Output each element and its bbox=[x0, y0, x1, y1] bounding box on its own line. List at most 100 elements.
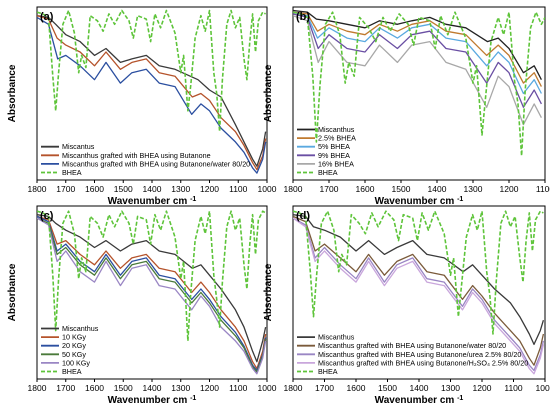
legend-label: 20 KGy bbox=[62, 341, 86, 350]
panel-label: (c) bbox=[40, 210, 54, 222]
x-tick-label: 1800 bbox=[28, 383, 47, 393]
x-tick-label: 1100 bbox=[229, 383, 248, 393]
x-tick-label: 1700 bbox=[320, 184, 339, 194]
legend-label: 100 KGy bbox=[62, 358, 90, 367]
x-tick-label: 1300 bbox=[171, 383, 190, 393]
x-tick-label: 1100 bbox=[536, 184, 550, 194]
series-group bbox=[293, 210, 545, 375]
x-tick-label: 1300 bbox=[171, 184, 190, 194]
series-line-3 bbox=[293, 217, 545, 372]
legend-label: Miscanthus grafted with BHEA using Butan… bbox=[318, 350, 521, 359]
x-axis-label: Wavenumber cm -1 bbox=[108, 395, 197, 407]
x-tick-label: 1700 bbox=[56, 184, 75, 194]
panel-label: (a) bbox=[40, 11, 54, 23]
x-tick-label: 1000 bbox=[536, 383, 550, 393]
legend-label: BHEA bbox=[62, 168, 82, 177]
panel-label: (b) bbox=[296, 11, 310, 23]
series-line-5 bbox=[37, 217, 267, 375]
series-line-3 bbox=[293, 11, 542, 95]
series-group bbox=[293, 9, 545, 157]
series-group bbox=[37, 210, 267, 375]
x-tick-label: 1600 bbox=[347, 383, 366, 393]
x-tick-label: 1400 bbox=[428, 184, 447, 194]
series-line-1 bbox=[293, 214, 545, 346]
x-tick-label: 1400 bbox=[143, 383, 162, 393]
series-line-3 bbox=[37, 16, 267, 174]
panel-a: 1800 1700 1600 1500 1400 1300 1200 1100 1000 Wave… bbox=[7, 6, 277, 208]
legend-label: Miscanthus grafted with BHEA using Butan… bbox=[318, 358, 528, 367]
x-tick-label: 1500 bbox=[114, 184, 133, 194]
x-tick-label: 1600 bbox=[85, 184, 104, 194]
y-axis-label: Absorbance bbox=[263, 263, 274, 321]
x-tick-label: 1800 bbox=[28, 184, 47, 194]
legend-label: BHEA bbox=[318, 367, 338, 376]
x-tick-label: 1800 bbox=[284, 184, 303, 194]
x-axis-label: Wavenumber cm -1 bbox=[108, 196, 197, 208]
legend-label: BHEA bbox=[62, 367, 82, 376]
x-axis-label: Wavenumber cm -1 bbox=[375, 395, 464, 407]
panel-label: (d) bbox=[296, 210, 310, 222]
series-line-2 bbox=[293, 11, 542, 87]
x-tick-label: 1100 bbox=[504, 383, 523, 393]
panel-d: 1800 1700 1600 1500 1400 1300 1200 1100 1000 Wave… bbox=[263, 205, 550, 407]
series-line-5 bbox=[293, 210, 544, 335]
x-tick-label: 1200 bbox=[200, 184, 219, 194]
x-tick-label: 1500 bbox=[392, 184, 411, 194]
legend-label: Miscanthus grafted with BHEA using Butan… bbox=[318, 341, 506, 350]
x-tick-label: 1700 bbox=[315, 383, 334, 393]
x-tick-label: 1100 bbox=[229, 184, 248, 194]
legend-label: Miscanthus grafted with BHEA using Butan… bbox=[62, 151, 211, 160]
legend-label: 10 KGy bbox=[62, 333, 86, 342]
x-tick-label: 1200 bbox=[200, 383, 219, 393]
series-line-1 bbox=[37, 214, 267, 363]
legend-label: 9% BHEA bbox=[318, 151, 350, 160]
series-line-2 bbox=[293, 215, 545, 366]
series-line-1 bbox=[293, 9, 542, 80]
series-group bbox=[37, 9, 267, 174]
series-line-3 bbox=[37, 215, 267, 372]
x-tick-label: 1500 bbox=[378, 383, 397, 393]
legend-label: Miscanthus bbox=[62, 324, 99, 333]
x-tick-label: 1000 bbox=[258, 184, 277, 194]
legend-label: 16% BHEA bbox=[318, 159, 354, 168]
series-line-2 bbox=[37, 215, 267, 370]
panel-b: 1800 1700 1600 1500 1400 1300 1200 1100 Wavenumb… bbox=[263, 6, 550, 208]
y-axis-label: Absorbance bbox=[7, 263, 18, 321]
x-tick-label: 1800 bbox=[284, 383, 303, 393]
series-line-6 bbox=[293, 11, 545, 157]
series-line-2 bbox=[37, 15, 267, 171]
series-line-6 bbox=[37, 210, 267, 342]
legend-label: Miscanthus grafted with BHEA using Butan… bbox=[62, 159, 250, 168]
y-axis-label: Absorbance bbox=[7, 64, 18, 122]
legend-label: 50 KGy bbox=[62, 350, 86, 359]
plot-frame bbox=[292, 6, 546, 181]
series-line-4 bbox=[293, 217, 545, 375]
x-tick-label: 1200 bbox=[473, 383, 492, 393]
x-tick-label: 1500 bbox=[114, 383, 133, 393]
x-axis-label: Wavenumber cm -1 bbox=[375, 196, 464, 208]
legend-label: Miscanthus bbox=[318, 125, 355, 134]
series-line-4 bbox=[37, 9, 267, 133]
series-line-4 bbox=[37, 217, 267, 373]
legend-label: Miscantus bbox=[62, 142, 95, 151]
legend-label: 2.5% BHEA bbox=[318, 134, 356, 143]
x-tick-label: 1600 bbox=[356, 184, 375, 194]
series-line-4 bbox=[293, 13, 542, 108]
series-line-1 bbox=[37, 15, 267, 167]
panel-c: 1800 1700 1600 1500 1400 1300 1200 1100 1000 Wave… bbox=[7, 205, 277, 407]
legend-label: 5% BHEA bbox=[318, 142, 350, 151]
legend-label: Miscanthus bbox=[318, 333, 355, 342]
y-axis-label: Absorbance bbox=[263, 64, 274, 122]
x-tick-label: 1200 bbox=[500, 184, 519, 194]
x-tick-label: 1400 bbox=[143, 184, 162, 194]
x-tick-label: 1000 bbox=[258, 383, 277, 393]
series-line-5 bbox=[293, 15, 542, 126]
legend-label: BHEA bbox=[318, 168, 338, 177]
x-tick-label: 1600 bbox=[85, 383, 104, 393]
x-tick-label: 1300 bbox=[441, 383, 460, 393]
